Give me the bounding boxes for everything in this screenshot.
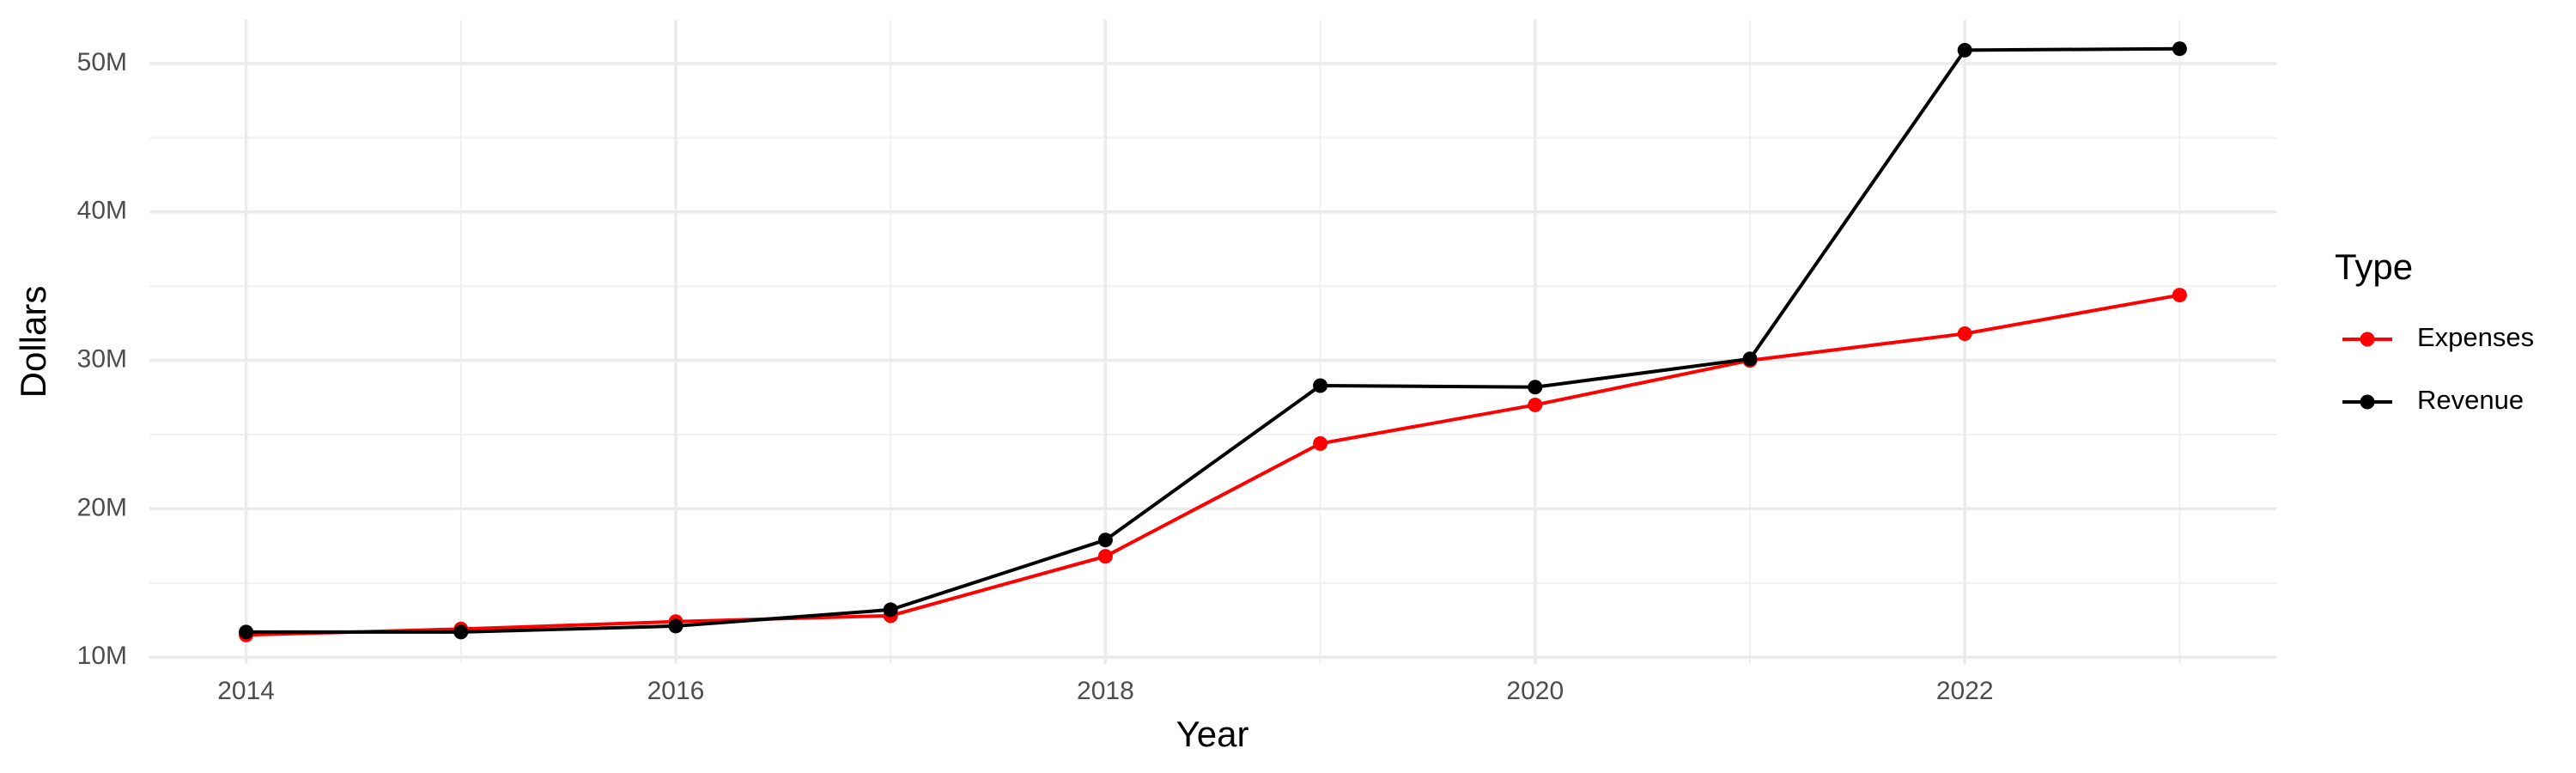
legend-key-point [2360, 394, 2375, 410]
legend-title: Type [2335, 247, 2413, 287]
y-tick-label: 50M [77, 48, 127, 76]
y-tick-label: 30M [77, 345, 127, 374]
x-tick-label: 2016 [647, 677, 705, 705]
data-point [1097, 549, 1113, 564]
data-point [1528, 380, 1543, 395]
y-tick-label: 10M [77, 642, 127, 670]
x-tick-label: 2020 [1506, 677, 1564, 705]
x-tick-label: 2022 [1936, 677, 1994, 705]
x-axis-title: Year [1176, 714, 1249, 754]
data-point [1957, 326, 1972, 341]
y-tick-label: 20M [77, 493, 127, 521]
legend-label: Expenses [2417, 322, 2534, 352]
data-point [2172, 41, 2187, 57]
series-line [246, 293, 2180, 637]
legend-key-point [2360, 332, 2375, 347]
y-tick-label: 40M [77, 197, 127, 225]
x-tick-label: 2014 [217, 677, 275, 705]
series-line [246, 46, 2180, 634]
data-point [1742, 351, 1758, 367]
data-point [1313, 435, 1328, 451]
legend-label: Revenue [2417, 385, 2524, 415]
data-point [883, 602, 898, 618]
data-point [1313, 378, 1328, 393]
data-point [1957, 42, 1972, 58]
grid [149, 20, 2276, 664]
data-point [453, 624, 469, 640]
y-axis-title: Dollars [13, 286, 53, 399]
data-point [239, 624, 254, 640]
data-point [1528, 397, 1543, 412]
x-tick-label: 2018 [1077, 677, 1134, 705]
data-point [1097, 533, 1113, 548]
data-point [2172, 288, 2187, 303]
data-point [668, 618, 683, 634]
